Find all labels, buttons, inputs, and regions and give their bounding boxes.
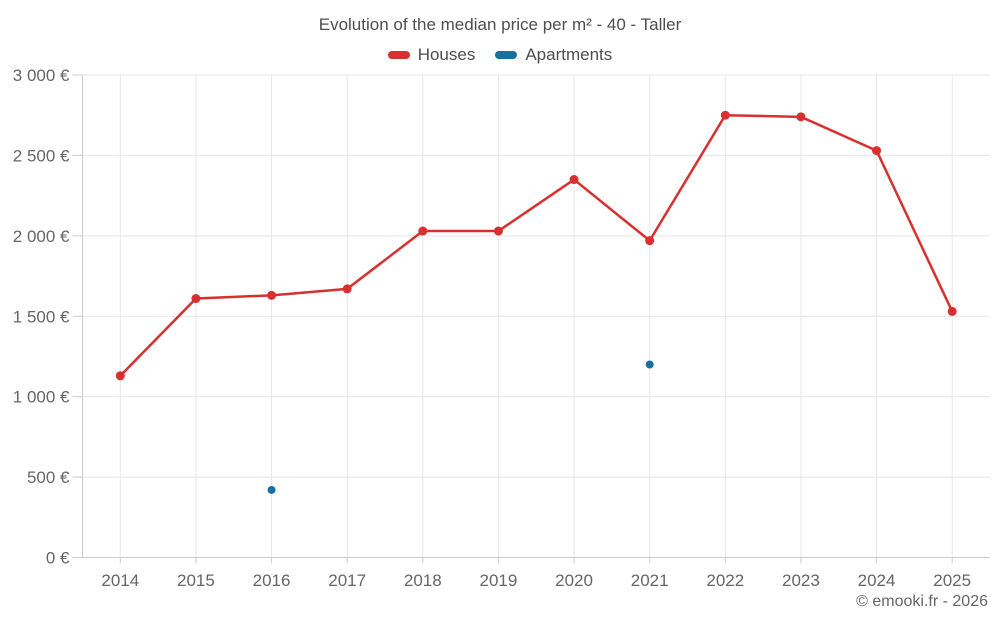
x-tick-label: 2023 (782, 571, 820, 590)
series-apartments (267, 360, 654, 494)
data-point (947, 306, 957, 316)
x-tick-label: 2019 (480, 571, 518, 590)
legend-label-houses: Houses (417, 45, 476, 64)
x-tick-label: 2025 (933, 571, 971, 590)
x-tick-label: 2024 (858, 571, 896, 590)
y-tick-label: 1 500 € (13, 307, 70, 326)
x-tick-label: 2022 (706, 571, 744, 590)
data-point (191, 294, 201, 304)
data-point (267, 290, 277, 300)
y-tick-label: 2 500 € (13, 146, 70, 165)
y-tick-label: 0 € (46, 549, 70, 568)
legend-label-apartments: Apartments (525, 45, 613, 64)
x-tick-label: 2015 (177, 571, 215, 590)
y-tick-label: 3 000 € (13, 66, 70, 85)
data-point (342, 284, 352, 294)
data-point (569, 175, 579, 185)
copyright-text: © emooki.fr - 2026 (856, 593, 988, 610)
legend-item-apartments[interactable]: Apartments (495, 45, 612, 65)
series-houses (115, 110, 957, 381)
legend: Houses Apartments (0, 45, 1000, 65)
data-point (267, 485, 276, 494)
y-tick-label: 1 000 € (13, 388, 70, 407)
apartments-swatch-icon (495, 51, 518, 59)
data-point (872, 146, 882, 156)
x-tick-label: 2016 (253, 571, 291, 590)
data-point (418, 226, 428, 236)
x-tick-label: 2018 (404, 571, 442, 590)
data-point (720, 110, 730, 120)
grid-lines (82, 74, 990, 558)
axis-ticks (72, 74, 953, 564)
chart-title: Evolution of the median price per m² - 4… (318, 15, 682, 34)
x-axis-labels: 2014 2015 2016 2017 2018 2019 2020 2021 2022 2023… (101, 571, 971, 590)
y-axis-labels: 0 € 500 € 1 000 € 1 500 € 2 000 € 2 500 € 3 00… (13, 66, 70, 568)
x-tick-label: 2017 (328, 571, 366, 590)
data-point (115, 371, 125, 381)
data-point (645, 360, 654, 369)
y-tick-label: 500 € (27, 468, 70, 487)
houses-swatch-icon (387, 51, 410, 59)
legend-item-houses[interactable]: Houses (387, 45, 476, 65)
x-tick-label: 2014 (101, 571, 139, 590)
data-point (493, 226, 503, 236)
x-tick-label: 2021 (631, 571, 669, 590)
data-point (645, 236, 655, 246)
x-tick-label: 2020 (555, 571, 593, 590)
data-point (796, 112, 806, 122)
y-tick-label: 2 000 € (13, 227, 70, 246)
